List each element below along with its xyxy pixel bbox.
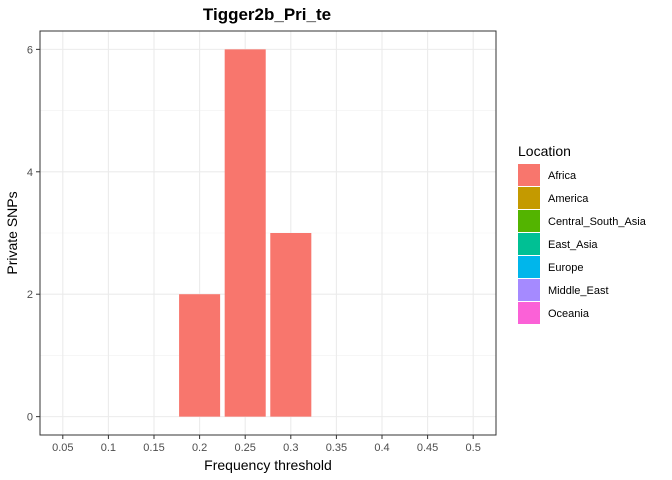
legend-label: Central_South_Asia xyxy=(548,216,647,228)
legend-key xyxy=(518,233,540,255)
legend-key xyxy=(518,256,540,278)
x-tick-label: 0.25 xyxy=(234,442,255,454)
y-tick-label: 0 xyxy=(27,412,33,424)
chart-title: Tigger2b_Pri_te xyxy=(203,5,331,24)
legend-label: Oceania xyxy=(548,308,590,320)
legend-key xyxy=(518,164,540,186)
y-tick-label: 6 xyxy=(27,44,33,56)
bars xyxy=(179,49,312,417)
legend-key xyxy=(518,210,540,232)
legend-key xyxy=(518,279,540,301)
legend-label: Middle_East xyxy=(548,285,609,297)
legend-label: East_Asia xyxy=(548,239,598,251)
y-tick-label: 2 xyxy=(27,289,33,301)
legend-label: Europe xyxy=(548,262,583,274)
x-tick-label: 0.35 xyxy=(326,442,347,454)
x-tick-label: 0.1 xyxy=(101,442,116,454)
legend: Location Africa America Central_South_Asia… xyxy=(518,143,647,324)
legend-title: Location xyxy=(518,143,571,159)
x-tick-label: 0.5 xyxy=(466,442,481,454)
x-axis-title: Frequency threshold xyxy=(204,457,332,473)
y-tick-label: 4 xyxy=(27,167,33,179)
x-axis: 0.05 0.1 0.15 0.2 0.25 0.3 0.35 0.4 0.45 0.5 xyxy=(52,435,481,454)
bar xyxy=(270,233,312,417)
legend-label: America xyxy=(548,193,589,205)
x-tick-label: 0.05 xyxy=(52,442,73,454)
y-axis: 0 2 4 6 xyxy=(27,44,40,424)
x-tick-label: 0.2 xyxy=(192,442,207,454)
x-tick-label: 0.4 xyxy=(374,442,389,454)
x-tick-label: 0.15 xyxy=(143,442,164,454)
x-tick-label: 0.45 xyxy=(417,442,438,454)
legend-key xyxy=(518,187,540,209)
legend-key xyxy=(518,302,540,324)
plot-border xyxy=(39,30,497,436)
bar xyxy=(179,294,221,417)
y-axis-title: Private SNPs xyxy=(4,191,20,274)
x-tick-label: 0.3 xyxy=(283,442,298,454)
legend-label: Africa xyxy=(548,170,577,182)
bar xyxy=(224,49,266,417)
